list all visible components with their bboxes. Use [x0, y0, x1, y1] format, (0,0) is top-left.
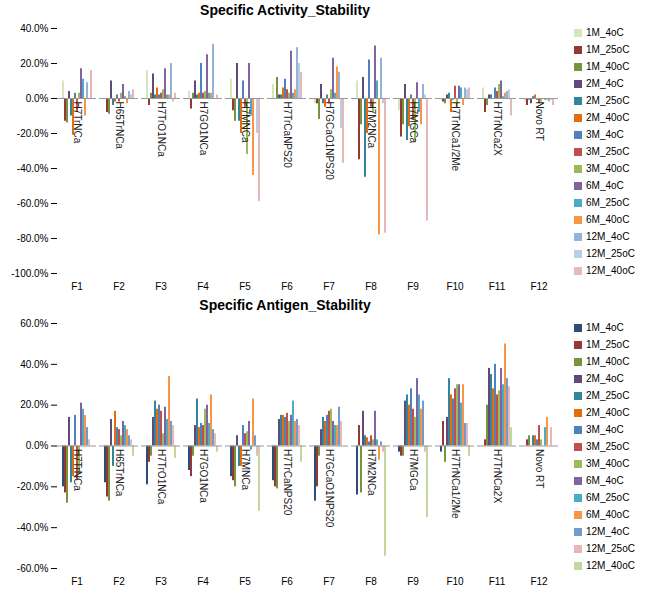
html-text:1M_4oC: 1M_4oC — [586, 27, 624, 38]
html-text:3M_40oC: 3M_40oC — [586, 458, 630, 469]
html-text:3M_40oC: 3M_40oC — [586, 163, 630, 174]
svg-text:H7MNCa: H7MNCa — [240, 449, 251, 491]
svg-text:H7M2NCa: H7M2NCa — [366, 102, 377, 149]
svg-text:H65TrNCa: H65TrNCa — [114, 449, 125, 497]
svg-text:F10: F10 — [446, 281, 464, 292]
html-text:2M_40oC: 2M_40oC — [586, 407, 630, 418]
html-text:12M_4oC: 12M_4oC — [586, 526, 630, 537]
html-text:2M_40oC: 2M_40oC — [586, 112, 630, 123]
html-text:1M_25oC: 1M_25oC — [586, 339, 630, 350]
svg-text:F10: F10 — [446, 576, 464, 587]
svg-text:H7GO1NCa: H7GO1NCa — [198, 102, 209, 156]
html-text:2M_25oC: 2M_25oC — [586, 95, 630, 106]
svg-text:H7TrNCa1/2Me: H7TrNCa1/2Me — [450, 102, 461, 172]
svg-text:F6: F6 — [281, 281, 293, 292]
svg-text:F7: F7 — [323, 576, 335, 587]
svg-text:F12: F12 — [530, 576, 548, 587]
svg-text:Novo RT: Novo RT — [534, 449, 545, 488]
html-text:2M_4oC: 2M_4oC — [586, 78, 624, 89]
svg-text:F11: F11 — [489, 576, 506, 587]
svg-text:F1: F1 — [71, 281, 83, 292]
html-text:1M_4oC: 1M_4oC — [586, 322, 624, 333]
html-text:3M_4oC: 3M_4oC — [586, 129, 624, 140]
svg-text:-40.0%: -40.0% — [17, 522, 49, 533]
svg-text:F2: F2 — [113, 281, 125, 292]
html-text:1M_40oC: 1M_40oC — [586, 356, 630, 367]
html-text:12M_25oC: 12M_25oC — [586, 248, 635, 259]
html-text:3M_25oC: 3M_25oC — [586, 441, 630, 452]
svg-text:-100.0%: -100.0% — [11, 268, 48, 279]
svg-text:-60.0%: -60.0% — [17, 198, 49, 209]
svg-text:F3: F3 — [155, 281, 167, 292]
html-text:6M_25oC: 6M_25oC — [586, 492, 630, 503]
html-text:6M_25oC: 6M_25oC — [586, 197, 630, 208]
svg-text:H7MGCa: H7MGCa — [408, 102, 419, 144]
svg-text:0.0%: 0.0% — [26, 440, 49, 451]
svg-text:H7TrNCa2X: H7TrNCa2X — [492, 102, 503, 156]
svg-text:H7M2NCa: H7M2NCa — [366, 449, 377, 496]
html-text:6M_4oC: 6M_4oC — [586, 180, 624, 191]
html-text:1M_25oC: 1M_25oC — [586, 44, 630, 55]
html-text:1M_40oC: 1M_40oC — [586, 61, 630, 72]
svg-text:-80.0%: -80.0% — [17, 233, 49, 244]
svg-text:-20.0%: -20.0% — [17, 128, 49, 139]
svg-text:-40.0%: -40.0% — [17, 163, 49, 174]
svg-text:H7GCaO1NPS20: H7GCaO1NPS20 — [324, 449, 335, 528]
svg-text:F11: F11 — [489, 281, 506, 292]
svg-text:F8: F8 — [365, 576, 377, 587]
svg-text:F4: F4 — [197, 281, 209, 292]
svg-text:0.0%: 0.0% — [26, 93, 49, 104]
svg-text:H7TrO1NCa: H7TrO1NCa — [156, 102, 167, 158]
svg-text:20.0%: 20.0% — [20, 399, 48, 410]
svg-text:H7TrNCa: H7TrNCa — [72, 449, 83, 491]
svg-text:F2: F2 — [113, 576, 125, 587]
html-text:12M_4oC: 12M_4oC — [586, 231, 630, 242]
svg-text:H7TrCaNPS20: H7TrCaNPS20 — [282, 102, 293, 169]
svg-text:H7GO1NCa: H7GO1NCa — [198, 449, 209, 503]
html-text:Specific Activity_Stability: Specific Activity_Stability — [200, 2, 370, 18]
svg-text:Novo RT: Novo RT — [534, 102, 545, 141]
svg-text:F4: F4 — [197, 576, 209, 587]
svg-text:H7TrNCa2X: H7TrNCa2X — [492, 449, 503, 503]
svg-text:F8: F8 — [365, 281, 377, 292]
svg-text:H7TrNCa: H7TrNCa — [72, 102, 83, 144]
html-text:2M_25oC: 2M_25oC — [586, 390, 630, 401]
svg-text:H7TrNCa1/2Me: H7TrNCa1/2Me — [450, 449, 461, 519]
svg-text:40.0%: 40.0% — [20, 359, 48, 370]
svg-text:H7TrCaNPS20: H7TrCaNPS20 — [282, 449, 293, 516]
svg-text:H7MGCa: H7MGCa — [408, 449, 419, 491]
html-text:12M_40oC: 12M_40oC — [586, 560, 635, 571]
svg-text:F9: F9 — [407, 281, 419, 292]
html-text:12M_25oC: 12M_25oC — [586, 543, 635, 554]
svg-text:F6: F6 — [281, 576, 293, 587]
svg-text:20.0%: 20.0% — [20, 58, 48, 69]
html-text:3M_4oC: 3M_4oC — [586, 424, 624, 435]
svg-text:40.0%: 40.0% — [20, 23, 48, 34]
html-text:6M_4oC: 6M_4oC — [586, 475, 624, 486]
svg-text:H7TrO1NCa: H7TrO1NCa — [156, 449, 167, 505]
html-text:6M_40oC: 6M_40oC — [586, 509, 630, 520]
svg-text:H7GCaO1NPS20: H7GCaO1NPS20 — [324, 102, 335, 181]
svg-text:-20.0%: -20.0% — [17, 481, 49, 492]
svg-text:H7MNCa: H7MNCa — [240, 102, 251, 144]
svg-text:H65TrNCa: H65TrNCa — [114, 102, 125, 150]
svg-text:F1: F1 — [71, 576, 83, 587]
svg-text:F9: F9 — [407, 576, 419, 587]
svg-text:F3: F3 — [155, 576, 167, 587]
svg-text:F12: F12 — [530, 281, 548, 292]
svg-text:F5: F5 — [239, 281, 251, 292]
html-text:6M_40oC: 6M_40oC — [586, 214, 630, 225]
svg-text:-60.0%: -60.0% — [17, 563, 49, 574]
html-text:12M_40oC: 12M_40oC — [586, 265, 635, 276]
html-text:Specific Antigen_Stability: Specific Antigen_Stability — [199, 297, 371, 313]
html-text:2M_4oC: 2M_4oC — [586, 373, 624, 384]
svg-text:F5: F5 — [239, 576, 251, 587]
svg-text:60.0%: 60.0% — [20, 318, 48, 329]
html-text:3M_25oC: 3M_25oC — [586, 146, 630, 157]
svg-text:F7: F7 — [323, 281, 335, 292]
